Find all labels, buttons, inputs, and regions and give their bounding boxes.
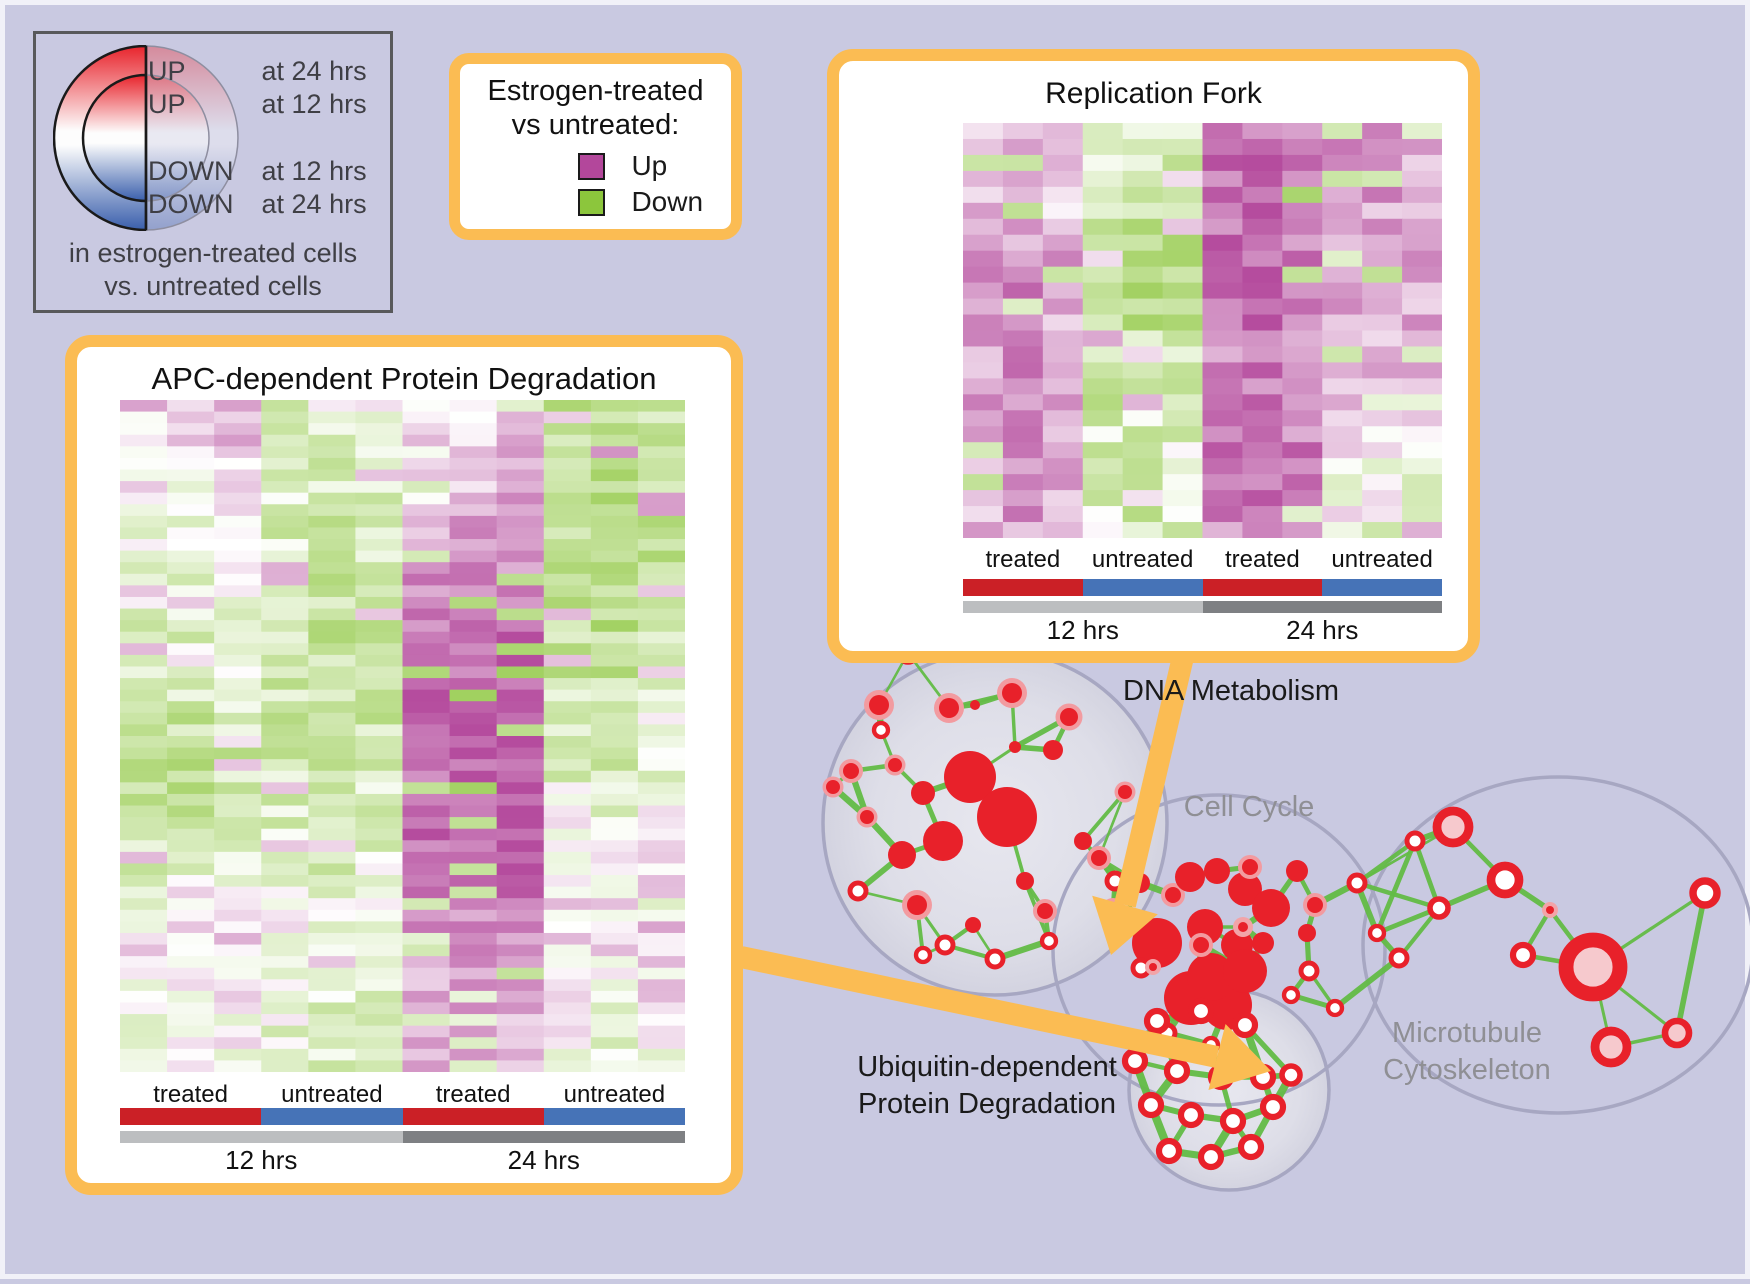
legend-direction: DOWN <box>148 189 234 219</box>
cluster-label-line: Cytoskeleton <box>1383 1054 1551 1086</box>
cluster-label-line: DNA Metabolism <box>1123 675 1339 707</box>
legend-row-down-12: DOWN at 12 hrs <box>148 156 367 187</box>
time-labels-row: 12 hrs 24 hrs <box>963 615 1442 646</box>
treated-bar <box>120 1108 262 1125</box>
legend-time: at 12 hrs <box>261 89 367 119</box>
legend-time: at 12 hrs <box>261 156 367 186</box>
apc-degradation-panel: APC-dependent Protein Degradation treate… <box>65 335 743 1195</box>
cluster-label-cell-cycle: Cell Cycle <box>1039 789 1459 826</box>
cluster-label-line: Microtubule <box>1392 1017 1542 1049</box>
condition-label: untreated <box>1331 546 1433 573</box>
condition-color-bar <box>963 579 1442 596</box>
time-labels-row: 12 hrs 24 hrs <box>120 1145 685 1176</box>
legend-direction: UP <box>148 89 186 119</box>
legend-footnote-line2: vs. untreated cells <box>104 271 322 301</box>
apc-degradation-title: APC-dependent Protein Degradation <box>151 361 657 396</box>
treated-bar <box>1202 579 1323 596</box>
treated-bar <box>963 579 1083 596</box>
cluster-label-line: Ubiquitin-dependent <box>857 1051 1117 1083</box>
cluster-label-ubiquitin-degradation: Ubiquitin-dependent Protein Degradation <box>777 1049 1197 1123</box>
time-24h-bar <box>402 1131 685 1143</box>
apc-degradation-heatmap <box>120 400 685 1072</box>
condition-color-bar <box>120 1108 685 1125</box>
condition-labels-row: treated untreated treated untreated <box>963 546 1442 574</box>
treated-bar <box>402 1108 544 1125</box>
time-label-24h: 24 hrs <box>1286 615 1359 645</box>
time-24h-bar <box>1202 601 1442 613</box>
replication-fork-heatmap <box>963 123 1442 538</box>
condition-label: treated <box>985 546 1061 573</box>
time-12h-bar <box>120 1131 403 1143</box>
time-12h-bar <box>963 601 1203 613</box>
untreated-bar <box>1322 579 1442 596</box>
legend-time: at 24 hrs <box>261 56 367 86</box>
condition-label: untreated <box>1091 546 1194 573</box>
legend-row-up-12: UP at 12 hrs <box>148 89 367 120</box>
condition-label: treated <box>153 1081 228 1108</box>
cluster-label-microtubule-cytoskeleton: Microtubule Cytoskeleton <box>1257 1015 1677 1089</box>
legend-item-down: Down <box>578 186 703 217</box>
cluster-label-line: Protein Degradation <box>858 1088 1116 1120</box>
condition-labels-row: treated untreated treated untreated <box>120 1081 685 1109</box>
up-color-swatch <box>578 152 605 180</box>
legend-item-up: Up <box>578 150 667 181</box>
color-legend-box: Estrogen-treated vs untreated: Up Down <box>449 53 742 240</box>
condition-label: untreated <box>563 1081 666 1108</box>
untreated-bar <box>543 1108 685 1125</box>
legend-row-down-24: DOWN at 24 hrs <box>148 189 367 220</box>
condition-label: treated <box>1225 546 1300 573</box>
untreated-bar <box>1082 579 1203 596</box>
legend-direction: DOWN <box>148 156 234 186</box>
up-label: Up <box>631 150 668 181</box>
time-label-24h: 24 hrs <box>507 1145 580 1175</box>
condition-label: untreated <box>281 1081 383 1108</box>
cluster-label-line: Cell Cycle <box>1183 791 1315 823</box>
time-color-bar <box>963 601 1442 613</box>
network-graph <box>738 641 1750 1192</box>
time-label-12h: 12 hrs <box>225 1145 298 1175</box>
time-label-12h: 12 hrs <box>1046 615 1119 645</box>
color-legend-title: Estrogen-treated vs untreated: <box>460 74 731 142</box>
down-label: Down <box>631 186 704 217</box>
condition-label: treated <box>435 1081 511 1108</box>
legend-time: at 24 hrs <box>261 189 367 219</box>
concentric-updown-legend-icon <box>53 45 239 231</box>
cluster-label-dna-metabolism: DNA Metabolism <box>1021 673 1441 710</box>
time-color-bar <box>120 1131 685 1143</box>
legend-footnote-line1: in estrogen-treated cells <box>68 238 358 268</box>
untreated-bar <box>261 1108 403 1125</box>
color-legend-title-line2: vs untreated: <box>511 109 680 141</box>
color-legend-title-line1: Estrogen-treated <box>487 75 704 107</box>
legend-row-up-24: UP at 24 hrs <box>148 56 367 87</box>
replication-fork-panel: Replication Fork treated untreated treat… <box>827 49 1480 663</box>
legend-direction: UP <box>148 56 186 86</box>
down-color-swatch <box>578 188 605 216</box>
overlap-legend-box: UP at 24 hrs UP at 12 hrs DOWN at 12 hrs… <box>33 31 393 313</box>
replication-fork-title: Replication Fork <box>1045 77 1262 110</box>
